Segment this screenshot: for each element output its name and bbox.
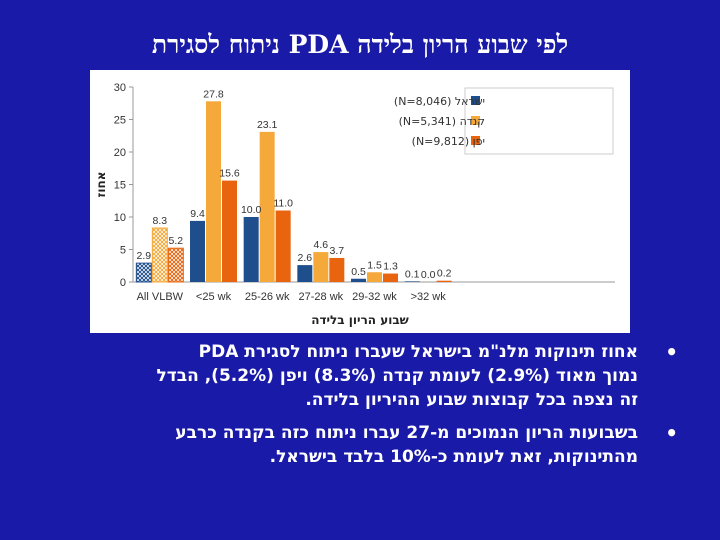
bar bbox=[436, 280, 452, 282]
bar-value-label: 0.5 bbox=[351, 266, 366, 278]
bar bbox=[313, 252, 329, 282]
bar-value-label: 8.3 bbox=[153, 215, 168, 227]
x-tick-label: 29-32 wk bbox=[352, 291, 397, 303]
bar bbox=[404, 281, 420, 282]
x-tick-label: <25 wk bbox=[196, 291, 232, 303]
legend-swatch bbox=[471, 96, 480, 105]
bar-value-label: 11.0 bbox=[273, 198, 293, 210]
bar bbox=[297, 265, 313, 282]
bar bbox=[329, 257, 345, 282]
note-line: זה נצפה בכל קבוצות שבוע ההיריון בלידה. bbox=[305, 390, 638, 410]
bar-value-label: 23.1 bbox=[257, 119, 278, 131]
bar-value-label: 0.2 bbox=[437, 268, 452, 280]
bar bbox=[167, 247, 184, 283]
bar-value-label: 2.9 bbox=[137, 250, 152, 262]
note-line: בשבועות הריון הנמוכים מ-27 עברו ניתוח כז… bbox=[175, 423, 638, 443]
note-line: נמוך מאוד (2.9%) לעומת קנדה (8.3%) ויפן … bbox=[156, 366, 638, 386]
x-tick-label: >32 wk bbox=[411, 291, 447, 303]
y-axis-title: אחוז bbox=[94, 172, 108, 198]
bar bbox=[222, 180, 237, 282]
bar-value-label: 10.0 bbox=[241, 204, 262, 216]
bar-value-label: 27.8 bbox=[203, 88, 224, 100]
y-tick-label: 25 bbox=[114, 115, 126, 127]
legend-label: ישראל (N=8,046) bbox=[394, 95, 485, 108]
bar bbox=[351, 278, 366, 282]
bullet-icon: • bbox=[665, 340, 678, 364]
legend-label: יפן (N=9,812) bbox=[412, 135, 485, 148]
bullet-icon: • bbox=[665, 421, 678, 445]
y-tick-label: 5 bbox=[120, 245, 126, 257]
bar-value-label: 1.3 bbox=[383, 261, 398, 273]
bar-value-label: 1.5 bbox=[367, 259, 382, 271]
x-tick-label: 27-28 wk bbox=[299, 291, 344, 303]
bar-value-label: 4.6 bbox=[314, 239, 329, 251]
bar bbox=[135, 262, 152, 283]
bar bbox=[243, 217, 259, 282]
bar-value-label: 9.4 bbox=[190, 208, 205, 220]
x-tick-label: 25-26 wk bbox=[245, 291, 290, 303]
bar bbox=[259, 131, 275, 282]
y-tick-label: 20 bbox=[114, 147, 126, 159]
x-tick-label: All VLBW bbox=[137, 291, 184, 303]
bar bbox=[275, 210, 291, 282]
bar-value-label: 0.0 bbox=[421, 269, 436, 281]
x-axis-title: שבוע הריון בלידה bbox=[311, 313, 409, 327]
legend-box bbox=[464, 87, 614, 155]
y-tick-label: 15 bbox=[114, 180, 126, 192]
notes-list: • אחוז תינוקות מלנ"מ בישראל שעברו ניתוח … bbox=[0, 340, 700, 478]
note-item: • אחוז תינוקות מלנ"מ בישראל שעברו ניתוח … bbox=[0, 340, 700, 412]
slide-title: ניתוח לסגירת PDA לפי שבוע הריון בלידה bbox=[151, 30, 569, 59]
bar bbox=[206, 101, 221, 282]
bar bbox=[151, 227, 168, 283]
y-tick-label: 0 bbox=[120, 277, 126, 289]
bar bbox=[190, 220, 205, 282]
bar-value-label: 15.6 bbox=[219, 168, 240, 180]
bar-value-label: 2.6 bbox=[298, 252, 313, 264]
y-tick-label: 30 bbox=[114, 82, 126, 94]
chart-panel: 0 5 10 15 20 25 30 אחוז שבוע הריון בלידה All VLBW… bbox=[90, 70, 630, 333]
bar-value-label: 3.7 bbox=[330, 245, 345, 257]
bar-value-label: 0.1 bbox=[405, 268, 420, 280]
bar-chart: 0 5 10 15 20 25 30 אחוז שבוע הריון בלידה All VLBW… bbox=[94, 82, 615, 327]
note-item: • בשבועות הריון הנמוכים מ-27 עברו ניתוח … bbox=[0, 421, 700, 469]
bar bbox=[383, 273, 398, 282]
bar-value-label: 5.2 bbox=[169, 235, 184, 247]
y-tick-label: 10 bbox=[114, 212, 126, 224]
note-line: אחוז תינוקות מלנ"מ בישראל שעברו ניתוח לס… bbox=[198, 342, 638, 362]
legend-swatch bbox=[471, 136, 480, 145]
legend-swatch bbox=[471, 116, 480, 125]
legend-label: קנדה (N=5,341) bbox=[399, 115, 485, 128]
note-line: מהתינוקות, זאת לעומת כ-10% בלבד בישראל. bbox=[269, 447, 638, 467]
bar bbox=[367, 272, 382, 282]
